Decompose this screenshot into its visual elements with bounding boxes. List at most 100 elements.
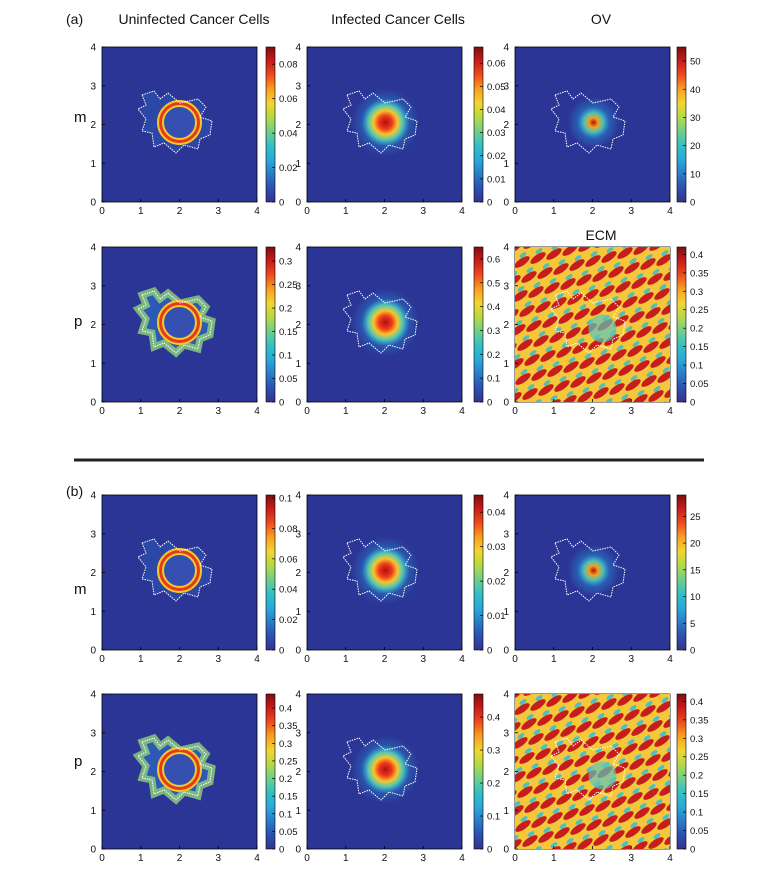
- ecm-gap: [485, 293, 494, 301]
- colorbar: [676, 693, 687, 850]
- ecm-fiber: [629, 311, 645, 323]
- ecm-gap: [541, 860, 550, 868]
- ecm-gap: [726, 350, 735, 358]
- ecm-gap: [535, 248, 543, 254]
- ecm-fiber: [740, 281, 759, 297]
- ecm-fiber: [712, 221, 731, 237]
- ecm-fiber: [720, 353, 739, 369]
- ecm-fiber: [726, 698, 745, 714]
- colorbar: [676, 494, 687, 651]
- ecm-fiber: [542, 316, 558, 328]
- ecm-fiber: [625, 379, 641, 391]
- ecm-fiber: [633, 694, 649, 702]
- ecm-gap: [490, 342, 499, 350]
- ecm-gap: [655, 352, 663, 358]
- ecm-fiber: [567, 740, 583, 752]
- ecm-fiber: [609, 383, 625, 395]
- ecm-gap: [697, 620, 706, 628]
- heatmap-panel-a-p-0: 0 1 2 3 4 0 1 2 3 4 0 0.05 0.1 0.15 0.2 0.25 0.3: [90, 243, 297, 418]
- ecm-gap: [528, 679, 537, 687]
- y-tick-label: 4: [503, 690, 509, 701]
- ecm-fiber: [521, 271, 537, 283]
- heatmap-panel-a-p-2: 0 1 2 3 4 0 1 2 3 4 0 0.05 0.1 0.15 0.2 0.25 0.3 0.35 0.4: [412, 157, 759, 436]
- ecm-fiber: [565, 774, 581, 786]
- ecm-fiber: [740, 728, 759, 744]
- colorbar-tick-label: 0.03: [487, 128, 506, 139]
- column-title-ov: OV: [591, 11, 612, 27]
- ecm-fiber: [549, 778, 565, 790]
- ecm-gap: [528, 232, 537, 240]
- ecm-gap: [551, 247, 559, 250]
- ecm-fiber: [486, 311, 505, 327]
- ecm-gap: [641, 769, 649, 775]
- ecm-gap: [740, 380, 749, 388]
- ecm-fiber: [711, 372, 730, 388]
- ecm-fiber: [565, 327, 581, 339]
- ecm-gap: [567, 686, 576, 694]
- ecm-fiber: [492, 209, 511, 225]
- y-tick-label: 1: [295, 359, 301, 370]
- ecm-gap: [486, 410, 495, 418]
- ecm-fiber: [711, 819, 730, 835]
- ecm-fiber: [515, 220, 534, 236]
- colorbar-tick-label: 0.05: [279, 374, 298, 385]
- ecm-fiber: [554, 674, 573, 690]
- ecm-gap: [615, 674, 624, 682]
- ecm-gap: [639, 356, 647, 362]
- ecm-gap: [643, 288, 651, 294]
- ecm-gap: [521, 217, 530, 225]
- ecm-fiber: [617, 694, 633, 706]
- ecm-fiber: [627, 345, 643, 357]
- heatmap-panel-b-m-1: 0 1 2 3 4 0 1 2 3 4 0 0.01 0.02 0.03 0.04: [295, 491, 505, 666]
- heatmap-panel-b-p-1: 0 1 2 3 4 0 1 2 3 4 0 0.1 0.2 0.3 0.4: [295, 690, 500, 865]
- ecm-fiber: [595, 353, 611, 365]
- colorbar: [676, 246, 687, 403]
- ring-center: [164, 555, 195, 586]
- ecm-fiber: [643, 341, 659, 353]
- ecm-gap: [581, 717, 589, 723]
- ecm-fiber: [700, 157, 719, 173]
- heatmap-panel-b-p-0: 0 1 2 3 4 0 1 2 3 4 0 0.05 0.1 0.15 0.2 0.25 0.3 0.35 0.4: [90, 690, 297, 865]
- ecm-fiber: [554, 380, 570, 392]
- ecm-fiber: [544, 729, 560, 741]
- ecm-fiber: [526, 320, 542, 332]
- y-tick-label: 3: [90, 728, 96, 739]
- ecm-gap: [464, 248, 473, 256]
- ecm-gap: [559, 376, 567, 382]
- ecm-fiber: [515, 722, 521, 734]
- ecm-fiber: [579, 357, 595, 369]
- ecm-fiber: [530, 252, 546, 264]
- ecm-fiber: [633, 247, 649, 255]
- ecm-fiber: [503, 871, 522, 875]
- ecm-gap: [503, 702, 512, 710]
- x-tick-label: 1: [551, 853, 557, 864]
- ecm-fiber: [412, 229, 431, 245]
- ecm-gap: [548, 428, 557, 436]
- ring-core: [159, 102, 200, 143]
- ecm-fiber: [608, 713, 624, 725]
- ecm-gap: [648, 337, 656, 343]
- ecm-gap: [623, 807, 631, 813]
- heatmap-panel-b-m-0: 0 1 2 3 4 0 1 2 3 4 0 0.02 0.04 0.06 0.08 0.1: [90, 491, 297, 666]
- ecm-gap: [465, 365, 474, 373]
- ecm-gap: [749, 808, 758, 816]
- ecm-gap: [606, 694, 614, 700]
- ecm-gap: [515, 801, 521, 807]
- y-tick-label: 0: [503, 398, 509, 409]
- ecm-fiber: [467, 232, 486, 248]
- ring-core: [159, 550, 200, 591]
- ecm-fiber: [601, 698, 617, 710]
- ecm-fiber: [515, 703, 530, 715]
- y-tick-label: 3: [90, 281, 96, 292]
- ecm-fiber: [576, 721, 592, 733]
- ecm-fiber: [703, 687, 722, 703]
- ecm-fiber: [592, 717, 608, 729]
- ecm-gap: [755, 706, 764, 714]
- ecm-fiber: [616, 398, 632, 402]
- ecm-fiber: [613, 315, 629, 327]
- ecm-fiber: [578, 247, 594, 252]
- y-tick-label: 4: [295, 43, 301, 54]
- ecm-fiber: [577, 838, 593, 849]
- ecm-fiber: [606, 300, 622, 312]
